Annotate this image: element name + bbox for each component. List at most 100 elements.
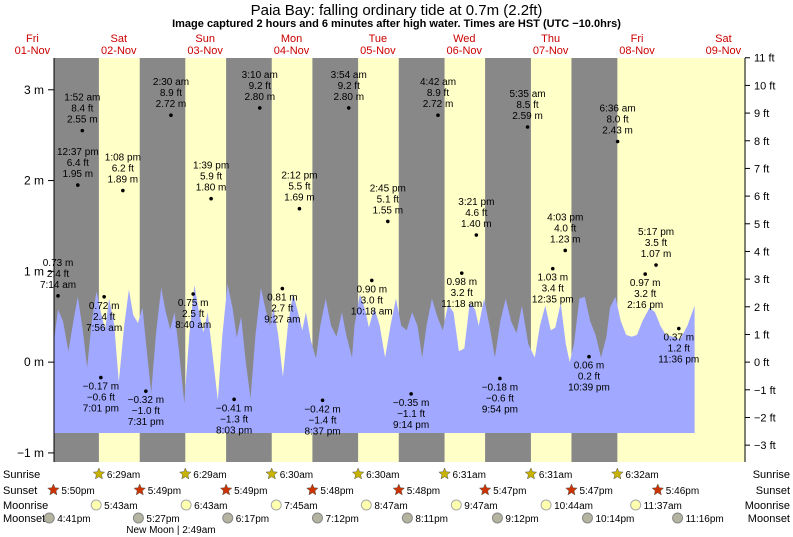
date-label: 01-Nov [15,45,51,57]
tide-label: −0.42 m [304,404,340,415]
tide-label: 9:54 pm [482,404,518,415]
row-label-right: Moonset [748,513,790,525]
left-tick-label: 3 m [24,83,44,97]
sunset-icon [306,483,319,496]
day-label: Sun [195,33,215,45]
tide-label: 4.0 ft [554,223,576,234]
tide-label: 12:37 pm [57,147,99,158]
moonset-icon [43,512,55,524]
tide-point [436,113,440,117]
sunset-time: 5:49pm [234,486,267,497]
date-label: 04-Nov [274,45,310,57]
left-tick-label: 2 m [24,174,44,188]
day-label: Tue [369,33,388,45]
tide-label: 12:35 pm [532,295,574,306]
sunrise-icon [178,467,192,480]
sunrise-icon [265,467,279,480]
moonrise-icon [450,499,462,511]
sunset-icon [392,483,406,496]
right-tick-label: −3 ft [754,440,776,452]
sunrise-icon [438,467,451,480]
tide-label: 2:30 am [153,77,189,88]
tide-label: 2.7 ft [271,304,293,315]
moonrise-icon [180,499,192,511]
tide-label: 0.37 m [663,333,694,344]
tide-label: 0.2 ft [578,372,600,383]
tide-point [56,294,60,298]
tide-label: 8.9 ft [427,88,449,99]
moonset-icon [581,512,593,524]
tide-point [474,233,479,237]
tide-label: −0.35 m [393,398,429,409]
right-tick-label: 10 ft [754,80,775,92]
tide-label: 1.95 m [63,169,94,180]
tide-point [280,286,285,291]
tide-point [80,128,85,133]
tide-label: −0.18 m [482,382,518,393]
tide-point [144,389,148,393]
tide-label: 0.75 m [178,298,209,309]
tide-point [209,196,213,201]
tide-label: 2:12 pm [281,171,317,182]
tide-point [76,183,80,187]
row-label-right: Sunset [756,485,790,497]
date-label: 05-Nov [360,45,396,57]
tide-point [550,266,555,271]
row-label-left: Sunset [3,485,37,497]
sunrise-time: 6:29am [193,470,226,481]
tide-label: 8.0 ft [606,115,628,126]
tide-label: 5:35 am [509,89,545,100]
right-tick-label: 6 ft [754,191,769,203]
tide-label: 3.2 ft [451,288,473,299]
sunrise-icon [351,467,365,480]
tide-point [99,375,103,380]
right-tick-label: 2 ft [754,302,769,314]
moonset-time: 11:16pm [686,514,724,525]
tide-label: −1.0 ft [132,406,160,417]
moonrise-icon [270,499,282,511]
date-label: 08-Nov [619,45,655,57]
date-label: 06-Nov [447,45,483,57]
tide-label: 9.2 ft [338,81,360,92]
tide-label: 10:39 pm [568,383,610,394]
tide-point [525,125,530,129]
day-label: Sat [111,33,128,45]
tide-label: 0.73 m [43,258,74,269]
tide-label: 3.2 ft [634,289,656,300]
tide-label: 1.07 m [641,249,672,260]
right-tick-label: 8 ft [754,136,769,148]
sunrise-icon [610,467,624,480]
chart-subtitle: Image captured 2 hours and 6 minutes aft… [172,18,621,30]
sunrise-time: 6:29am [107,470,140,481]
sunrise-icon [524,467,538,480]
sunset-time: 5:48pm [320,486,353,497]
tide-label: 2.72 m [423,99,454,110]
right-tick-label: −2 ft [754,412,776,424]
tide-label: −0.6 ft [486,393,514,404]
tide-label: 3:10 am [242,70,278,81]
right-tick-label: 4 ft [754,246,769,258]
sunset-time: 5:50pm [61,486,94,497]
tide-label: 0.06 m [574,361,605,372]
tide-label: 8:40 am [175,320,211,331]
tide-point [191,292,195,296]
tide-label: 0.97 m [630,278,661,289]
moonset-icon [311,512,323,524]
tide-label: 0.98 m [446,277,477,288]
tide-label: −0.6 ft [87,393,115,404]
sunset-icon [133,483,147,496]
tide-label: 5:17 pm [638,227,674,238]
tide-label: 8.9 ft [160,88,182,99]
tide-label: 2.80 m [244,92,275,103]
tide-point [121,188,125,193]
tide-label: 10:18 am [351,306,393,317]
row-label-left: Moonrise [3,500,48,512]
tide-label: 0.81 m [267,293,298,304]
tide-label: 7:14 am [40,280,76,291]
sunset-time: 5:47pm [493,486,526,497]
tide-label: 7:01 pm [83,404,119,415]
moonset-icon [222,512,234,524]
sunrise-time: 6:30am [366,470,399,481]
tide-label: −0.17 m [83,382,119,393]
tide-point [615,139,620,144]
